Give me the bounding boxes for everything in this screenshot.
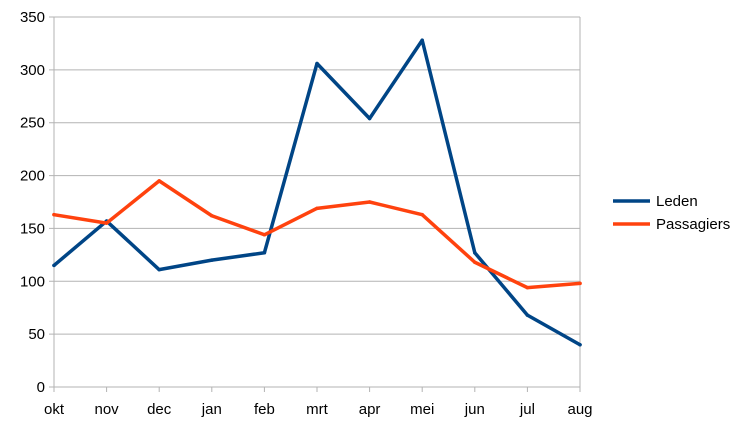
y-tick-label: 50 bbox=[28, 326, 45, 343]
data-point bbox=[210, 213, 214, 218]
data-point bbox=[315, 61, 319, 66]
series-lines bbox=[52, 38, 582, 347]
data-point bbox=[157, 179, 161, 183]
x-tick-label: jun bbox=[464, 401, 485, 418]
y-tick-label: 350 bbox=[20, 9, 45, 26]
x-tick-label: okt bbox=[44, 401, 65, 418]
x-tick-label: apr bbox=[359, 401, 381, 418]
x-tick-label: dec bbox=[147, 401, 172, 418]
y-tick-label: 250 bbox=[20, 115, 45, 132]
x-tick-label: mrt bbox=[306, 401, 328, 418]
x-tick-label: aug bbox=[567, 401, 592, 418]
data-point bbox=[52, 263, 56, 268]
data-point bbox=[525, 285, 530, 290]
y-tick-label: 300 bbox=[20, 62, 45, 79]
legend: Leden Passagiers bbox=[613, 193, 730, 233]
x-tick-label: feb bbox=[254, 401, 275, 418]
data-point bbox=[157, 267, 161, 272]
y-tick-label: 150 bbox=[20, 220, 45, 237]
data-point bbox=[367, 200, 372, 204]
data-point bbox=[104, 221, 109, 225]
gridlines bbox=[49, 16, 580, 388]
series-line-passagiers bbox=[52, 179, 582, 290]
data-point bbox=[262, 250, 267, 255]
data-point bbox=[473, 260, 477, 265]
x-tick-label: nov bbox=[95, 401, 120, 418]
data-point bbox=[420, 38, 424, 43]
data-point bbox=[578, 281, 582, 286]
data-point bbox=[52, 212, 56, 217]
data-point bbox=[315, 206, 319, 211]
data-point bbox=[262, 233, 267, 237]
series-line-leden bbox=[52, 38, 582, 347]
data-point bbox=[367, 116, 372, 121]
x-tick-label: mei bbox=[410, 401, 434, 418]
legend-label: Leden bbox=[656, 193, 698, 210]
x-tick-label: jan bbox=[201, 401, 222, 418]
data-point bbox=[210, 258, 214, 262]
y-tick-label: 100 bbox=[20, 273, 45, 290]
data-point bbox=[578, 342, 582, 347]
data-point bbox=[420, 212, 424, 217]
y-tick-label: 200 bbox=[20, 168, 45, 185]
x-tick-label: jul bbox=[519, 401, 535, 418]
legend-label: Passagiers bbox=[656, 216, 730, 233]
axes: 0 50 100 150 200 250 300 350 okt nov dec jan feb mrt a… bbox=[20, 9, 593, 418]
y-tick-label: 0 bbox=[37, 379, 45, 396]
data-point bbox=[473, 250, 477, 255]
data-point bbox=[525, 313, 530, 317]
